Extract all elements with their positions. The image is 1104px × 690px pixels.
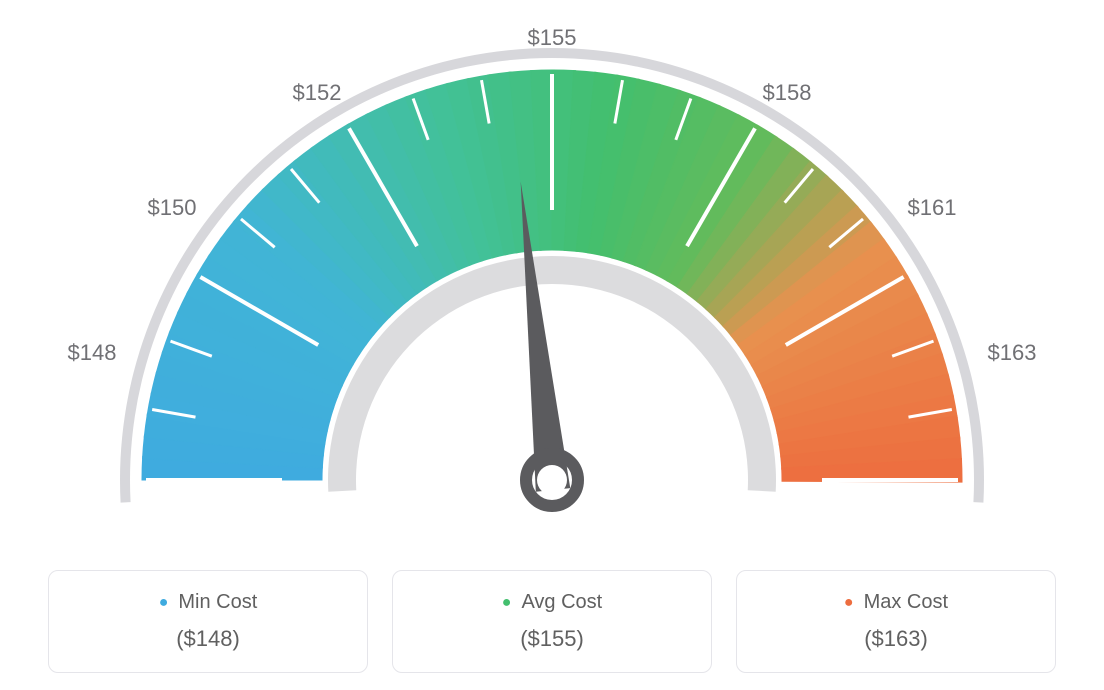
gauge-tick-label: $158 [763, 80, 812, 105]
gauge-tick-label: $148 [68, 340, 117, 365]
gauge-tick-label: $163 [988, 340, 1037, 365]
legend-card-min: Min Cost ($148) [48, 570, 368, 673]
gauge-tick-label: $155 [528, 25, 577, 50]
legend-label-max: Max Cost [761, 591, 1031, 614]
legend-label-min: Min Cost [73, 591, 343, 614]
legend-row: Min Cost ($148) Avg Cost ($155) Max Cost… [0, 570, 1104, 673]
gauge-tick-label: $161 [908, 195, 957, 220]
gauge-tick-label: $152 [293, 80, 342, 105]
legend-card-max: Max Cost ($163) [736, 570, 1056, 673]
gauge-svg: $148 $150 $152 $155 $158 $161 $163 [12, 0, 1092, 560]
legend-label-avg: Avg Cost [417, 591, 687, 614]
gauge-chart: $148 $150 $152 $155 $158 $161 $163 [0, 0, 1104, 560]
legend-value-max: ($163) [761, 626, 1031, 652]
legend-value-avg: ($155) [417, 626, 687, 652]
cost-gauge-widget: $148 $150 $152 $155 $158 $161 $163 Min Cost ($… [0, 0, 1104, 690]
legend-value-min: ($148) [73, 626, 343, 652]
legend-card-avg: Avg Cost ($155) [392, 570, 712, 673]
gauge-hub-hole [537, 465, 567, 495]
gauge-tick-label: $150 [148, 195, 197, 220]
